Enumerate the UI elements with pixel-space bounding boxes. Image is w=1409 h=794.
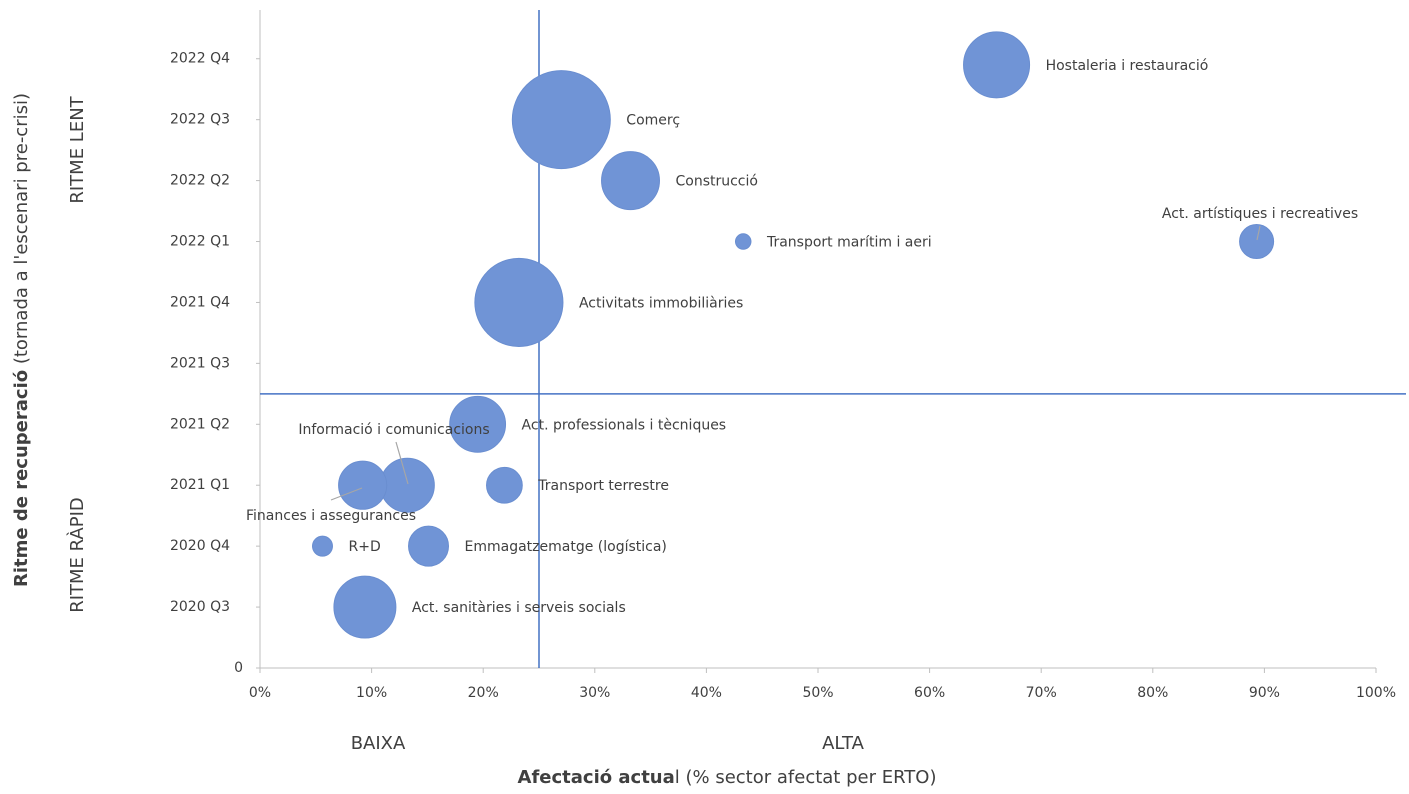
leader-line (1256, 225, 1261, 241)
quadrant-label: RITME LENT (67, 95, 88, 203)
bubble-label: Transport marítim i aeri (766, 235, 932, 251)
x-tick-label: 40% (691, 685, 722, 701)
x-tick-label: 0% (249, 685, 271, 701)
bubble (449, 395, 507, 453)
bubble-label: Emmagatzematge (logística) (465, 539, 667, 555)
bubble (601, 151, 660, 211)
bubble (338, 460, 388, 510)
bubble-label: Transport terrestre (537, 478, 669, 494)
x-tick-label: 60% (914, 685, 945, 701)
x-tick-label: 70% (1026, 685, 1057, 701)
bubble (511, 70, 611, 170)
y-tick-label: 2020 Q3 (170, 599, 230, 615)
y-title-bold: Ritme de recuperació (11, 370, 32, 587)
bubble (486, 466, 523, 504)
bubble-label: Informació i comunicacions (298, 422, 489, 438)
bubble (1239, 223, 1275, 260)
y-tick-label: 2020 Q4 (170, 538, 230, 554)
bubble (311, 535, 333, 557)
bubble (963, 31, 1031, 99)
y-tick-label: 2022 Q1 (170, 234, 230, 250)
y-tick-label: 2022 Q4 (170, 51, 230, 67)
bubble (408, 525, 450, 567)
leader-line (395, 441, 409, 485)
x-tick-label: 80% (1137, 685, 1168, 701)
y-axis-title: Ritme de recuperació (tornada a l'escena… (11, 93, 32, 587)
x-title-bold: Afectació actua (518, 767, 675, 788)
x-tick-label: 10% (356, 685, 387, 701)
quadrant-label: RITME RÀPID (66, 497, 88, 613)
x-tick-label: 90% (1249, 685, 1280, 701)
x-title-normal: l (% sector afectat per ERTO) (675, 767, 937, 788)
x-tick-label: 100% (1356, 685, 1396, 701)
bubble-label: Act. artístiques i recreatives (1162, 206, 1358, 222)
quadrant-label: BAIXA (351, 733, 406, 754)
y-tick-label: 2022 Q2 (170, 173, 230, 189)
quadrant-label: ALTA (822, 733, 864, 754)
bubble (474, 257, 564, 347)
y-tick-label: 0 (234, 660, 243, 676)
bubble-label: Activitats immobiliàries (579, 295, 743, 311)
x-tick-label: 50% (802, 685, 833, 701)
x-axis-title: Afectació actual (% sector afectat per E… (518, 767, 937, 788)
y-tick-label: 2021 Q3 (170, 355, 230, 371)
bubble-label: Act. sanitàries i serveis socials (412, 600, 626, 616)
bubble-label: R+D (348, 539, 380, 555)
bubble-label: Finances i assegurances (246, 508, 416, 524)
bubble-label: Construcció (675, 174, 757, 190)
bubble-label: Hostaleria i restauració (1046, 58, 1209, 74)
y-tick-label: 2021 Q1 (170, 477, 230, 493)
y-title-normal: (tornada a l'escenari pre-crisi) (11, 93, 32, 370)
x-tick-label: 20% (468, 685, 499, 701)
y-tick-label: 2022 Q3 (170, 112, 230, 128)
bubble-label: Act. professionals i tècniques (522, 417, 727, 433)
bubble (379, 457, 435, 513)
bubble (333, 575, 397, 639)
y-tick-label: 2021 Q2 (170, 416, 230, 432)
bubble (734, 233, 752, 250)
x-tick-label: 30% (579, 685, 610, 701)
y-tick-label: 2021 Q4 (170, 294, 230, 310)
leader-line (330, 487, 363, 501)
bubble-label: Comerç (626, 113, 680, 129)
